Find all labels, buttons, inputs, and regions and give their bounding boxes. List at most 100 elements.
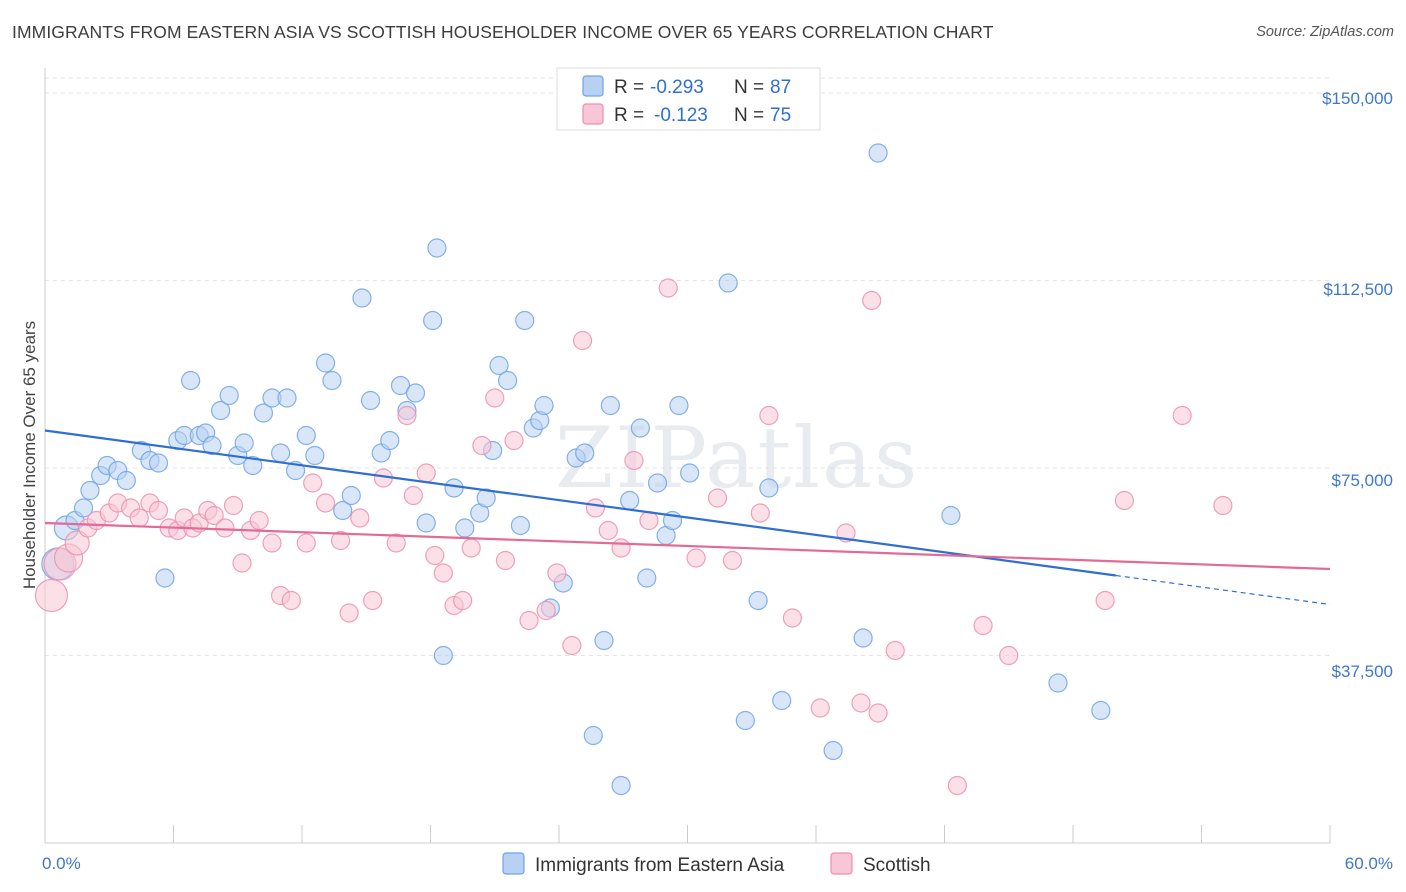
data-point-s0-36 [360,390,381,411]
data-point-s1-49 [536,600,556,621]
data-point-s1-9 [129,508,149,528]
data-point-s0-57 [534,395,554,416]
trend-lines [44,429,1331,606]
data-point-s1-45 [485,388,505,408]
data-point-s0-83 [1048,673,1068,693]
series-legend-label-scottish: Scottish [863,855,931,876]
data-point-s0-79 [823,740,843,761]
data-point-s0-26 [270,443,291,463]
data-point-s1-71 [947,775,967,796]
watermark-text: ZIPatlas [555,409,919,507]
data-point-s0-62 [583,725,603,746]
data-point-s0-27 [277,388,297,408]
data-point-s0-72 [669,395,689,416]
data-point-s0-51 [489,355,509,376]
legend-r-label-2: R = [614,105,644,126]
data-point-s1-21 [232,553,252,573]
data-point-s1-32 [350,508,370,528]
x-tick-label-max: 60.0% [1345,854,1393,873]
data-point-s1-40 [433,563,453,583]
data-point-s0-76 [748,590,768,611]
data-point-s1-64 [782,608,803,628]
data-point-s1-59 [686,548,706,568]
data-point-s1-55 [611,538,631,558]
data-point-s0-77 [759,478,779,498]
data-point-s1-44 [472,435,492,456]
data-point-s1-63 [759,405,779,426]
data-point-s0-81 [868,143,888,163]
series-legend: Immigrants from Eastern Asia Scottish [502,852,931,876]
data-point-s1-70 [885,640,905,661]
data-point-s0-66 [620,490,640,511]
data-point-s1-18 [204,505,224,526]
data-point-s1-61 [722,550,743,571]
series-legend-label-eastern-asia: Immigrants from Eastern Asia [535,855,785,876]
data-point-s1-0 [34,578,69,613]
legend-r-value-1: -0.293 [650,77,704,98]
data-point-s0-73 [680,463,700,483]
data-point-s1-53 [585,498,606,518]
data-point-s1-30 [330,530,351,551]
trend-line-s1 [44,521,1331,571]
data-point-s0-82 [941,505,961,526]
data-point-s1-23 [249,510,269,531]
data-point-s1-52 [572,330,593,351]
data-point-s0-69 [647,473,668,493]
data-point-s0-34 [341,485,361,506]
data-point-s0-15 [181,370,201,391]
data-point-s1-36 [397,405,417,426]
data-point-s1-33 [363,590,383,611]
series-legend-swatch-scottish [830,852,853,875]
series-1-points [34,278,1233,796]
data-point-s1-43 [461,538,481,558]
data-point-s0-67 [630,418,650,438]
data-point-s1-68 [862,290,882,311]
data-point-s0-75 [735,710,755,731]
data-point-s1-75 [1114,490,1135,511]
data-point-s0-78 [772,690,792,711]
data-point-s0-61 [575,443,595,463]
data-point-s0-45 [427,238,447,258]
data-point-s1-56 [624,450,644,471]
legend-swatch-eastern-asia [582,75,604,97]
data-point-s0-64 [600,395,621,416]
legend-r-label-1: R = [614,77,644,98]
data-point-s1-72 [973,615,993,636]
data-point-s0-84 [1091,700,1111,721]
data-point-s0-33 [333,500,353,521]
data-point-s0-43 [423,310,443,331]
data-point-s1-42 [453,590,473,611]
data-point-s0-3 [73,498,94,518]
data-point-s1-29 [315,493,336,513]
data-point-s1-31 [339,603,359,623]
data-point-s1-50 [547,563,567,583]
data-point-s1-20 [223,495,244,516]
data-point-s1-46 [495,550,516,571]
data-point-s0-46 [444,478,464,498]
data-point-s1-73 [999,645,1019,666]
data-point-s0-68 [637,568,657,588]
data-point-s0-38 [380,430,400,451]
data-point-s1-38 [416,463,436,483]
data-point-s1-47 [504,430,524,451]
data-point-s0-44 [433,645,453,666]
data-point-s0-35 [352,288,372,308]
data-point-s0-65 [611,775,631,796]
data-point-s1-28 [303,473,323,493]
y-tick-label-150000: $150,000 [1322,89,1393,108]
data-point-s1-24 [262,533,282,553]
data-point-s1-39 [425,545,445,566]
data-point-s1-76 [1172,405,1192,426]
data-point-s0-54 [515,310,535,331]
y-tick-labels: $37,500 $75,000 $112,500 $150,000 [1322,89,1393,681]
data-point-s0-52 [498,370,518,391]
data-point-s0-31 [315,353,336,373]
data-point-s0-8 [116,470,136,491]
data-point-s0-18 [202,435,222,456]
data-point-s0-32 [322,370,342,391]
legend-n-value-2: 75 [770,105,791,126]
data-point-s1-19 [215,518,235,538]
data-point-s1-26 [281,590,301,611]
data-point-s1-27 [296,533,316,553]
